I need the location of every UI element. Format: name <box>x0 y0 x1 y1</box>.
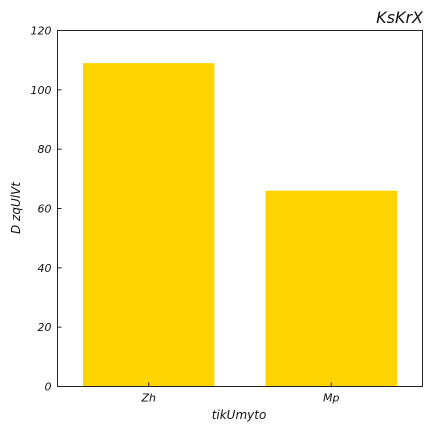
y-tick-label: 80 <box>38 143 52 156</box>
y-axis-label: D zqUlVt <box>9 181 23 234</box>
bar-mp <box>265 190 397 387</box>
bar-zh <box>83 63 215 387</box>
y-tick-label: 120 <box>31 25 52 38</box>
x-axis-ticks: Zh Mp <box>140 382 339 405</box>
plot-frame <box>57 30 423 387</box>
y-tick-label: 20 <box>38 321 52 334</box>
y-axis-ticks: 0 20 40 60 80 100 120 <box>31 25 62 394</box>
x-tick-label-zh: Zh <box>140 392 156 405</box>
x-axis-label: tikUmyto <box>212 408 267 422</box>
x-tick-label-mp: Mp <box>323 392 339 405</box>
y-tick-label: 40 <box>38 262 52 275</box>
chart-title: KsKrX <box>376 8 424 27</box>
y-tick-label: 60 <box>38 203 52 216</box>
bars-group <box>83 63 397 387</box>
y-tick-label: 100 <box>31 84 52 97</box>
y-tick-label: 0 <box>45 381 52 394</box>
